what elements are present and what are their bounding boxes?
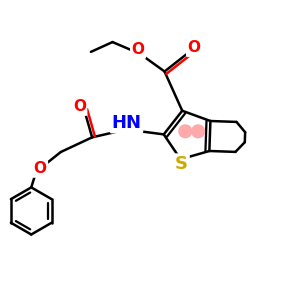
- Circle shape: [179, 125, 192, 138]
- Text: HN: HN: [112, 114, 142, 132]
- Text: O: O: [188, 40, 200, 56]
- Text: S: S: [175, 155, 188, 173]
- Text: O: O: [132, 42, 145, 57]
- Text: O: O: [73, 99, 86, 114]
- Text: O: O: [34, 161, 46, 176]
- Circle shape: [192, 125, 205, 138]
